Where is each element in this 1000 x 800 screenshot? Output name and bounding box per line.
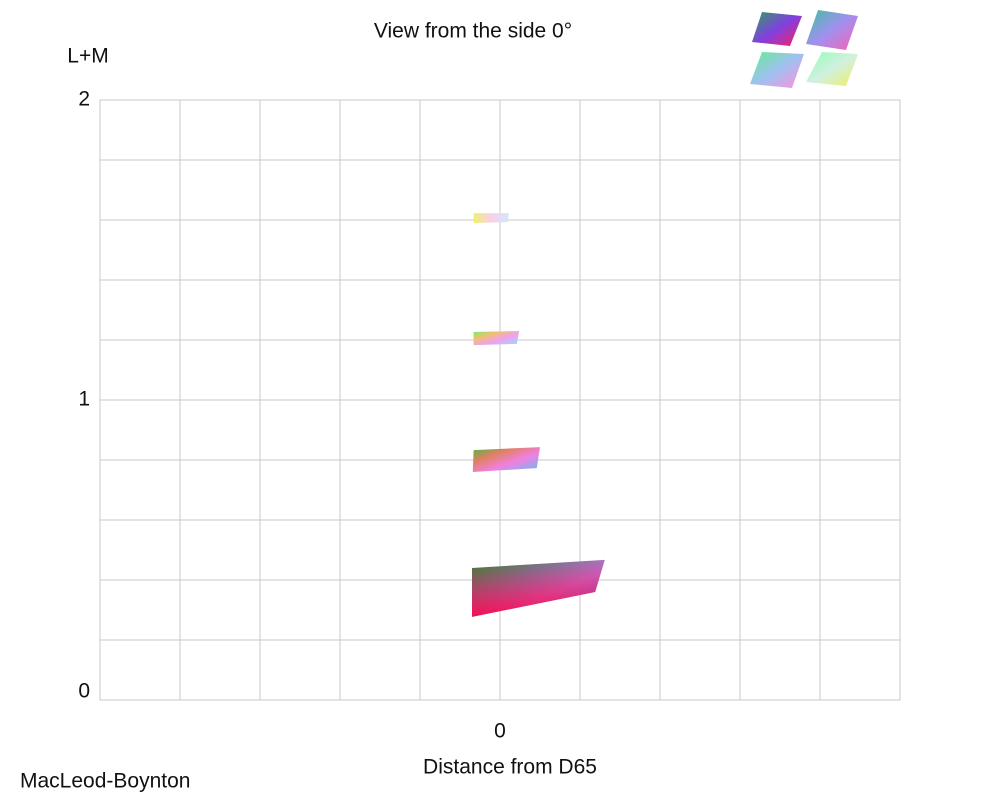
footer: MacLeod-Boynton — [20, 770, 190, 793]
thumbnail — [752, 12, 802, 46]
x-tick-label: 0 — [494, 720, 506, 743]
thumbnail — [806, 52, 858, 86]
slice — [473, 213, 509, 223]
slice — [473, 331, 520, 346]
y-axis-label: L+M — [67, 45, 108, 68]
y-tick-label: 2 — [78, 88, 90, 111]
thumbnail — [750, 52, 804, 88]
chart-title: View from the side 0° — [374, 20, 572, 43]
y-tick-label: 1 — [78, 388, 90, 411]
y-tick-label: 0 — [78, 680, 90, 703]
thumbnails — [750, 10, 858, 88]
slice — [472, 447, 540, 472]
slice-shade — [472, 559, 605, 617]
x-axis-label: Distance from D65 — [423, 756, 597, 779]
thumbnail — [806, 10, 858, 50]
